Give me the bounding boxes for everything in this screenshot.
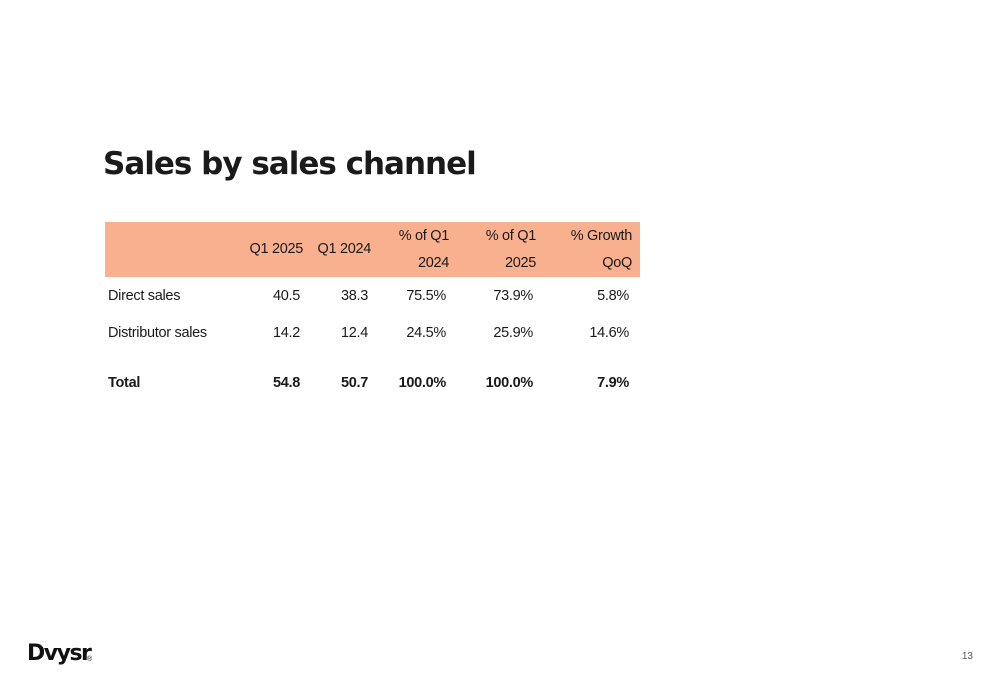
- cell-pct-q1-2024: 100.0%: [398, 375, 447, 391]
- cell-pct-q1-2025: 100.0%: [485, 375, 534, 391]
- header-row: Q1 2025 Q1 2024 % of Q1 2024 % of Q1 2025 …: [105, 222, 640, 277]
- header-q1-2024: Q1 2024: [317, 241, 371, 257]
- table-spacer-row: [105, 352, 640, 366]
- cell-q1-2024: 50.7: [340, 375, 368, 391]
- header-pct-q1-2024: % of Q1 2024: [398, 227, 450, 271]
- header-pct-q1-2025: % of Q1 2025: [485, 227, 537, 271]
- header-q1-2025: Q1 2025: [249, 241, 303, 257]
- cell-growth-qoq: 14.6%: [589, 325, 629, 341]
- cell-pct-q1-2025: 73.9%: [493, 287, 533, 304]
- table-header: Q1 2025 Q1 2024 % of Q1 2024 % of Q1 2025 …: [105, 222, 640, 277]
- slide-title: Sales by sales channel: [103, 146, 477, 182]
- cell-q1-2025: 40.5: [272, 287, 300, 304]
- cell-q1-2024: 12.4: [340, 325, 368, 341]
- cell-q1-2025: 54.8: [272, 375, 300, 391]
- row-label: Total: [108, 375, 141, 391]
- row-label: Distributor sales: [108, 325, 207, 341]
- spacer-cell: [105, 352, 640, 366]
- registered-mark: ®: [87, 656, 93, 663]
- cell-q1-2024: 38.3: [340, 287, 368, 304]
- sales-by-channel-table: Q1 2025 Q1 2024 % of Q1 2024 % of Q1 2025 …: [105, 222, 640, 400]
- table-row-direct-sales: Direct sales 40.5 38.3 75.5% 73.9% 5.8%: [105, 277, 640, 314]
- header-growth-qoq: % Growth QoQ: [570, 227, 633, 271]
- cell-growth-qoq: 5.8%: [597, 287, 629, 304]
- brand-logo: Dvysr: [27, 641, 92, 666]
- table-row-total: Total 54.8 50.7 100.0% 100.0% 7.9%: [105, 366, 640, 400]
- page-number: 13: [961, 651, 973, 662]
- cell-pct-q1-2024: 24.5%: [406, 325, 446, 341]
- header-label-column: [105, 222, 243, 277]
- cell-q1-2025: 14.2: [272, 325, 300, 341]
- row-label: Direct sales: [108, 287, 181, 304]
- cell-pct-q1-2025: 25.9%: [493, 325, 533, 341]
- table-row-distributor-sales: Distributor sales 14.2 12.4 24.5% 25.9% …: [105, 314, 640, 352]
- cell-pct-q1-2024: 75.5%: [406, 287, 446, 304]
- cell-growth-qoq: 7.9%: [597, 375, 629, 391]
